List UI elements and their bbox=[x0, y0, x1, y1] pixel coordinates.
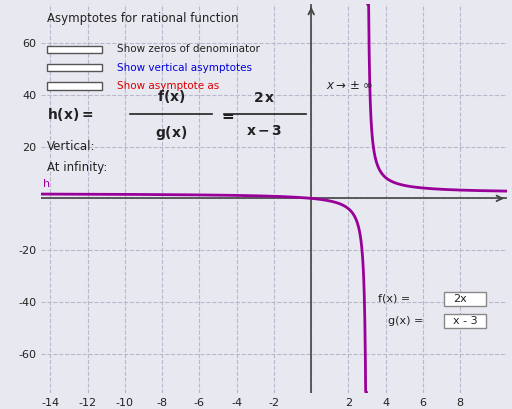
Text: x - 3: x - 3 bbox=[453, 316, 478, 326]
Text: Show vertical asymptotes: Show vertical asymptotes bbox=[117, 63, 252, 72]
Text: $\mathbf{g(x)}$: $\mathbf{g(x)}$ bbox=[155, 124, 187, 142]
FancyBboxPatch shape bbox=[47, 82, 102, 90]
Text: Show zeros of denominator: Show zeros of denominator bbox=[117, 45, 260, 54]
Text: $\mathbf{h(x) =}$: $\mathbf{h(x) =}$ bbox=[47, 106, 93, 123]
FancyBboxPatch shape bbox=[443, 292, 486, 306]
Text: h: h bbox=[43, 179, 50, 189]
Text: Vertical:: Vertical: bbox=[47, 140, 95, 153]
Text: $x \rightarrow \pm\infty$: $x \rightarrow \pm\infty$ bbox=[326, 79, 373, 92]
Text: $\mathbf{x - 3}$: $\mathbf{x - 3}$ bbox=[246, 124, 283, 138]
Text: $\mathbf{=}$: $\mathbf{=}$ bbox=[219, 107, 236, 122]
Text: Asymptotes for rational function: Asymptotes for rational function bbox=[47, 12, 238, 25]
Text: At infinity:: At infinity: bbox=[47, 161, 107, 174]
Text: $\mathbf{2\,x}$: $\mathbf{2\,x}$ bbox=[253, 91, 276, 105]
FancyBboxPatch shape bbox=[47, 64, 102, 72]
Text: f(x) =: f(x) = bbox=[378, 294, 411, 304]
FancyBboxPatch shape bbox=[47, 45, 102, 53]
Text: g(x) =: g(x) = bbox=[388, 316, 423, 326]
Text: 2x: 2x bbox=[453, 294, 466, 304]
FancyBboxPatch shape bbox=[443, 314, 486, 328]
Text: $\mathbf{f(x)}$: $\mathbf{f(x)}$ bbox=[157, 88, 186, 105]
Text: Show asymptote as: Show asymptote as bbox=[117, 81, 220, 91]
